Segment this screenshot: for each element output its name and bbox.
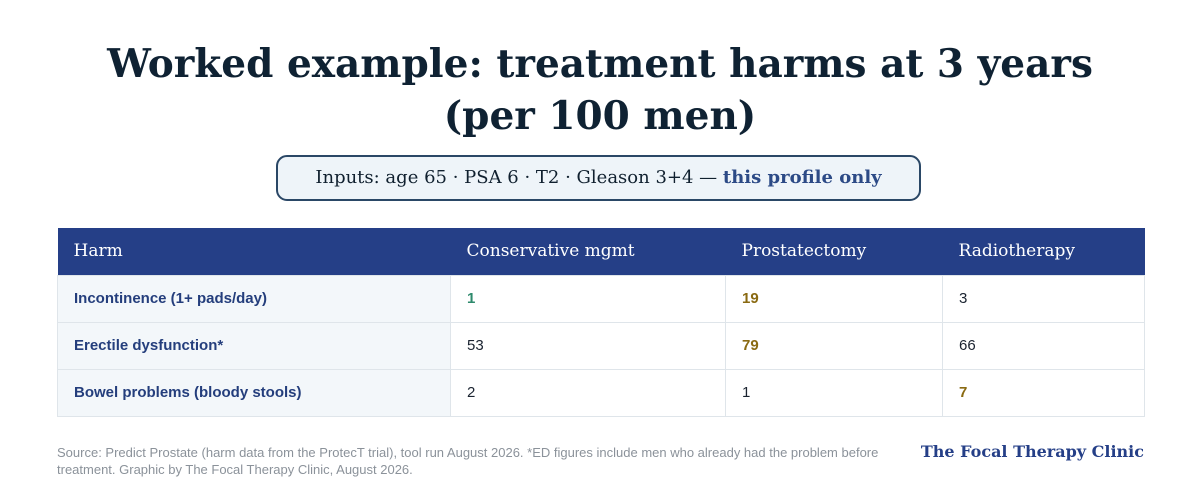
value-cell: 1 [725,368,943,417]
harm-label: Erectile dysfunction* [57,321,451,370]
column-header-prostatectomy: Prostatectomy [725,228,943,275]
table-row: Erectile dysfunction* 53 79 66 [57,321,1145,370]
column-header-radiotherapy: Radiotherapy [942,228,1145,275]
value-cell: 7 [942,368,1145,417]
value-cell: 53 [450,321,726,370]
column-header-harm: Harm [57,228,451,275]
value-cell: 66 [942,321,1145,370]
table-row: Incontinence (1+ pads/day) 1 19 3 [57,274,1145,323]
value-cell: 1 [450,274,726,323]
value-cell: 79 [725,321,943,370]
brand-name: The Focal Therapy Clinic [920,442,1144,461]
value-cell: 3 [942,274,1145,323]
table-header-row: Harm Conservative mgmt Prostatectomy Rad… [57,228,1145,275]
value-cell: 2 [450,368,726,417]
value-cell: 19 [725,274,943,323]
inputs-badge: Inputs: age 65 · PSA 6 · T2 · Gleason 3+… [276,155,921,201]
inputs-emphasis: this profile only [722,167,882,188]
harm-label: Incontinence (1+ pads/day) [57,274,451,323]
harm-label: Bowel problems (bloody stools) [57,368,451,417]
source-note: Source: Predict Prostate (harm data from… [57,445,879,477]
column-header-conservative: Conservative mgmt [450,228,726,275]
page-title: Worked example: treatment harms at 3 yea… [107,41,1093,139]
table-row: Bowel problems (bloody stools) 2 1 7 [57,368,1145,417]
harms-table: Harm Conservative mgmt Prostatectomy Rad… [57,228,1145,417]
inputs-text: Inputs: age 65 · PSA 6 · T2 · Gleason 3+… [315,167,723,188]
